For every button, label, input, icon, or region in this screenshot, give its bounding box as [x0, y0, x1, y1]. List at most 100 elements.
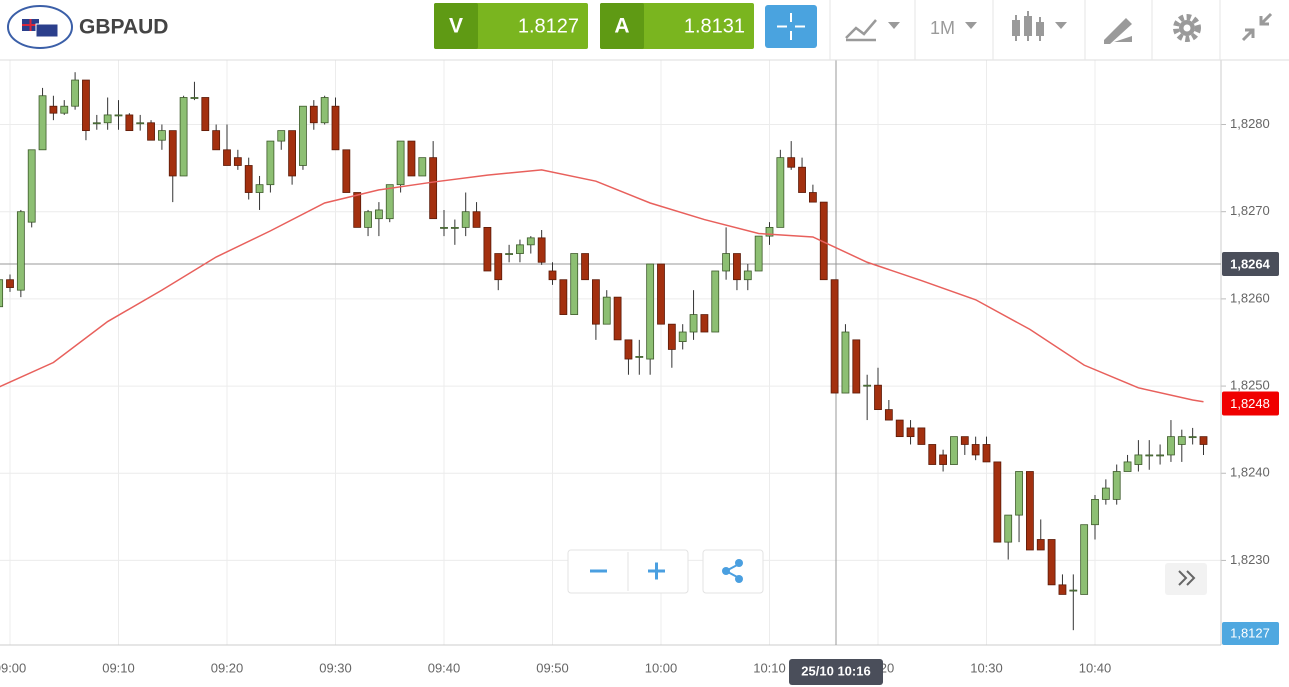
x-tick-label: 09:30	[319, 660, 352, 675]
candle-body-up	[38, 95, 47, 151]
candle-body-up	[1101, 487, 1110, 500]
candle-body-up	[678, 331, 687, 343]
candle-body-up	[516, 244, 524, 254]
candle-body-down	[624, 339, 633, 360]
candle-body-up	[255, 184, 264, 193]
y-tick-label: 1,8280	[1230, 116, 1270, 131]
share-icon-dot	[735, 559, 743, 567]
candle-body-down	[82, 79, 90, 132]
y-tick-label: 1,8250	[1230, 378, 1270, 393]
crosshair-button[interactable]	[765, 5, 817, 48]
candle-body-down	[928, 444, 937, 465]
x-tick-label: 09:20	[211, 660, 244, 675]
share-icon-dot	[722, 567, 730, 575]
candle-body-down	[613, 296, 622, 341]
bid-price-tag	[1222, 622, 1279, 645]
candle-body-down	[960, 436, 969, 445]
candle-icon-body	[1012, 20, 1020, 36]
overlay-layer: 1,8264 1,8248 1,8127 25/10 10:16	[567, 252, 1279, 685]
dropdown-arrow	[888, 22, 900, 29]
candle-body-down	[971, 444, 980, 456]
sell-label: V	[449, 15, 463, 38]
candle-body-down	[700, 314, 709, 333]
candle-body-up	[1091, 499, 1099, 526]
candle-body-up	[1080, 524, 1089, 595]
candle-body-down	[852, 339, 861, 394]
candle-body-up	[1134, 454, 1143, 465]
y-tick-label: 1,8230	[1230, 552, 1270, 567]
crosshair-time-label: 25/10 10:16	[801, 663, 870, 678]
candle-body-down	[592, 279, 600, 325]
candle-body-up	[711, 270, 720, 333]
candle-body-up	[440, 226, 448, 229]
candle-body-up	[450, 226, 459, 229]
candle-body-up	[0, 279, 4, 308]
x-tick-label: 10:40	[1079, 660, 1112, 675]
candle-body-up	[1123, 461, 1132, 472]
candle-body-up	[1145, 454, 1154, 457]
zoom-in-icon	[648, 562, 665, 580]
candle-body-down	[884, 409, 893, 421]
candle-body-down	[1058, 584, 1067, 595]
x-tick-label: 09:10	[102, 660, 135, 675]
symbol: GBPAUD	[79, 16, 168, 39]
candle-body-up	[179, 97, 188, 177]
candle-body-up	[299, 105, 307, 166]
candle-body-down	[353, 192, 362, 228]
candle-body-up	[461, 211, 470, 228]
candle-body-down	[830, 279, 839, 394]
candle-body-up	[1177, 436, 1186, 445]
candle-body-down	[125, 114, 134, 132]
draw-tools-icon	[1104, 18, 1132, 44]
chart-type-icon	[845, 19, 877, 42]
candle-body-up	[1188, 436, 1197, 439]
candle-body-up	[635, 356, 644, 358]
candle-body-up	[570, 253, 579, 315]
candle-body-down	[581, 253, 589, 281]
candle-body-down	[993, 461, 1002, 543]
candle-body-up	[114, 114, 123, 117]
minimize-button[interactable]	[1222, 0, 1288, 58]
candle-body-down	[1047, 539, 1056, 586]
candle-body-down	[168, 130, 177, 177]
candle-body-down	[244, 165, 253, 193]
crosshair-time-tag	[789, 659, 883, 685]
x-tick-label: 09:40	[428, 660, 461, 675]
candle-body-up	[841, 331, 850, 394]
sell-price: 1.8127	[518, 15, 579, 37]
candle-body-up	[765, 226, 774, 237]
candle-body-down	[49, 105, 58, 114]
candle-body-up	[396, 140, 405, 186]
candle-body-up	[646, 263, 655, 360]
candle-body-up	[505, 253, 514, 255]
candle-body-up	[190, 97, 199, 99]
candle-body-down	[939, 454, 947, 465]
candle-body-up	[320, 97, 329, 124]
candle-body-down	[906, 427, 915, 438]
candle-body-down	[917, 427, 926, 445]
share-icon-dot	[735, 575, 743, 583]
x-tick-label: 10:30	[970, 660, 1003, 675]
marks-layer	[0, 72, 1208, 631]
grid-layer: 1,8230 1,8240 1,8250 1,8260 1,8270 1,8280 09:0…	[0, 60, 1270, 675]
candle-body-down	[548, 270, 557, 281]
candle-body-up	[950, 436, 958, 465]
candle-body-up	[374, 209, 383, 220]
candle-body-up	[1167, 436, 1175, 456]
candle-body-down	[809, 192, 817, 203]
candle-body-up	[1156, 454, 1164, 457]
share-button[interactable]	[702, 549, 764, 594]
chart-type-button[interactable]	[832, 0, 914, 58]
timeframe: 1M	[930, 18, 955, 38]
candle-body-up	[266, 140, 275, 186]
candle-body-down	[6, 279, 14, 288]
dropdown-arrow	[965, 22, 977, 29]
settings-gear-hole	[1183, 24, 1191, 32]
candle-body-down	[429, 157, 438, 220]
candle-icon-body	[1024, 16, 1032, 36]
candle-body-down	[1036, 539, 1045, 551]
x-tick-label: 10:00	[645, 660, 678, 675]
crosshair-price-label: 1,8264	[1230, 256, 1271, 271]
candle-body-down	[874, 384, 882, 411]
